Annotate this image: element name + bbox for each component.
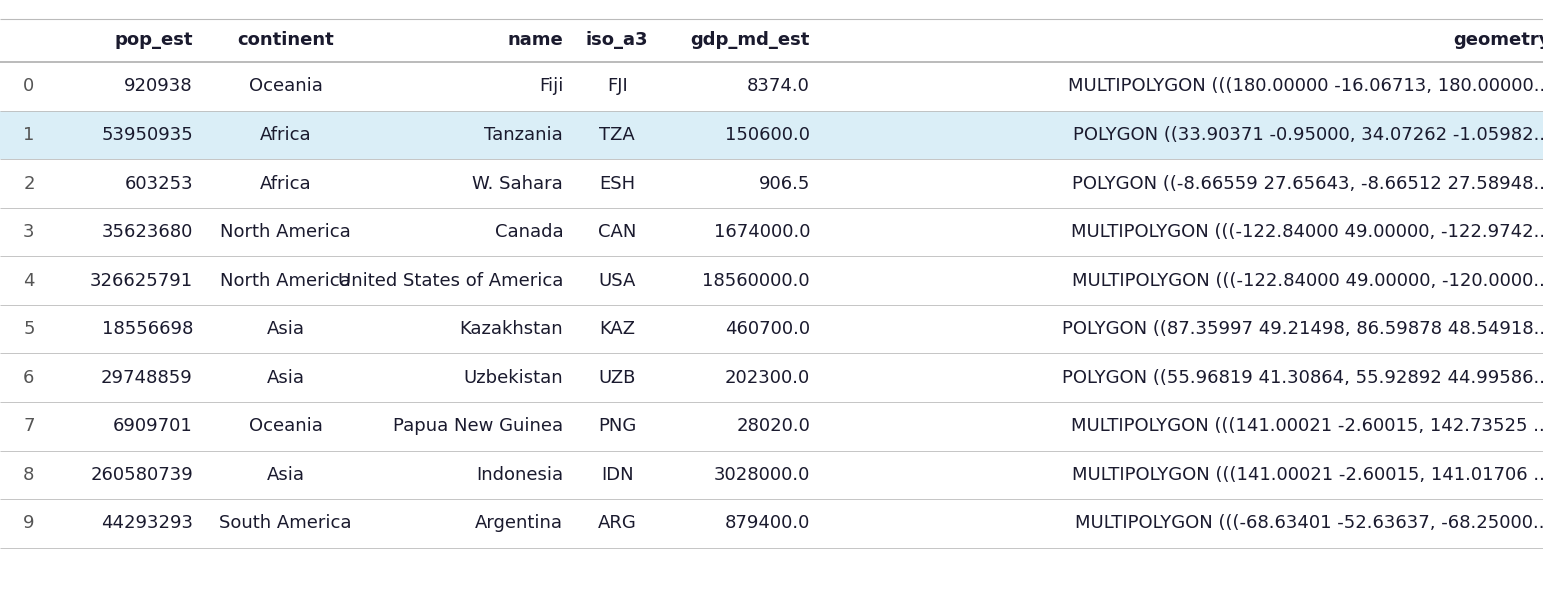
Text: ESH: ESH [599,175,636,192]
Bar [0,402,1543,451]
Text: 4: 4 [23,272,34,289]
Text: North America: North America [221,272,350,289]
Text: 460700.0: 460700.0 [725,320,810,338]
Text: Argentina: Argentina [475,514,563,532]
Text: 3028000.0: 3028000.0 [714,466,810,484]
Text: IDN: IDN [600,466,634,484]
Bar [0,159,1543,208]
Text: 9: 9 [23,514,34,532]
Bar [0,256,1543,305]
Text: 18556698: 18556698 [102,320,193,338]
Text: 18560000.0: 18560000.0 [702,272,810,289]
Bar [0,353,1543,402]
Text: Tanzania: Tanzania [485,126,563,144]
Bar [0,208,1543,256]
Text: 1: 1 [23,126,34,144]
Text: MULTIPOLYGON (((-122.84000 49.00000, -122.9742...: MULTIPOLYGON (((-122.84000 49.00000, -12… [1071,223,1543,241]
Text: KAZ: KAZ [599,320,636,338]
Text: 3: 3 [23,223,34,241]
Text: POLYGON ((-8.66559 27.65643, -8.66512 27.58948...: POLYGON ((-8.66559 27.65643, -8.66512 27… [1072,175,1543,192]
Text: Africa: Africa [259,175,312,192]
Text: 35623680: 35623680 [102,223,193,241]
Text: Kazakhstan: Kazakhstan [460,320,563,338]
Text: POLYGON ((87.35997 49.21498, 86.59878 48.54918...: POLYGON ((87.35997 49.21498, 86.59878 48… [1062,320,1543,338]
Text: 8374.0: 8374.0 [747,78,810,95]
Text: 6: 6 [23,369,34,387]
Bar [0,451,1543,499]
Text: 7: 7 [23,417,34,435]
Text: W. Sahara: W. Sahara [472,175,563,192]
Text: Oceania: Oceania [248,78,322,95]
Text: 5: 5 [23,320,34,338]
Bar [0,111,1543,159]
Text: name: name [508,31,563,49]
Text: CAN: CAN [599,223,636,241]
Text: Asia: Asia [267,466,304,484]
Text: 8: 8 [23,466,34,484]
Text: 28020.0: 28020.0 [736,417,810,435]
Text: Uzbekistan: Uzbekistan [463,369,563,387]
Text: iso_a3: iso_a3 [586,31,648,49]
Text: 0: 0 [23,78,34,95]
Text: ARG: ARG [597,514,637,532]
Text: continent: continent [238,31,333,49]
Text: Africa: Africa [259,126,312,144]
Text: pop_est: pop_est [114,31,193,49]
Text: MULTIPOLYGON (((-68.63401 -52.63637, -68.25000...: MULTIPOLYGON (((-68.63401 -52.63637, -68… [1075,514,1543,532]
Text: 29748859: 29748859 [102,369,193,387]
Text: MULTIPOLYGON (((141.00021 -2.60015, 142.73525 ...: MULTIPOLYGON (((141.00021 -2.60015, 142.… [1071,417,1543,435]
Text: 906.5: 906.5 [759,175,810,192]
Text: 53950935: 53950935 [102,126,193,144]
Text: Asia: Asia [267,369,304,387]
Text: 6909701: 6909701 [113,417,193,435]
Bar [0,18,1543,62]
Text: 1674000.0: 1674000.0 [713,223,810,241]
Text: Fiji: Fiji [539,78,563,95]
Text: 2: 2 [23,175,34,192]
Text: TZA: TZA [599,126,636,144]
Text: 920938: 920938 [125,78,193,95]
Text: 603253: 603253 [125,175,193,192]
Text: 202300.0: 202300.0 [725,369,810,387]
Text: 260580739: 260580739 [89,466,193,484]
Text: MULTIPOLYGON (((141.00021 -2.60015, 141.01706 ...: MULTIPOLYGON (((141.00021 -2.60015, 141.… [1072,466,1543,484]
Text: FJI: FJI [606,78,628,95]
Text: United States of America: United States of America [338,272,563,289]
Text: Canada: Canada [495,223,563,241]
Bar [0,305,1543,353]
Text: 879400.0: 879400.0 [725,514,810,532]
Text: 150600.0: 150600.0 [725,126,810,144]
Text: POLYGON ((33.90371 -0.95000, 34.07262 -1.05982...: POLYGON ((33.90371 -0.95000, 34.07262 -1… [1072,126,1543,144]
Bar [0,499,1543,548]
Text: North America: North America [221,223,350,241]
Text: 44293293: 44293293 [100,514,193,532]
Text: geometry: geometry [1454,31,1543,49]
Text: MULTIPOLYGON (((180.00000 -16.06713, 180.00000...: MULTIPOLYGON (((180.00000 -16.06713, 180… [1068,78,1543,95]
Text: Indonesia: Indonesia [477,466,563,484]
Text: USA: USA [599,272,636,289]
Text: UZB: UZB [599,369,636,387]
Text: Oceania: Oceania [248,417,322,435]
Text: 326625791: 326625791 [89,272,193,289]
Text: Papua New Guinea: Papua New Guinea [393,417,563,435]
Text: South America: South America [219,514,352,532]
Text: MULTIPOLYGON (((-122.84000 49.00000, -120.0000...: MULTIPOLYGON (((-122.84000 49.00000, -12… [1072,272,1543,289]
Text: PNG: PNG [599,417,636,435]
Text: gdp_md_est: gdp_md_est [691,31,810,49]
Text: POLYGON ((55.96819 41.30864, 55.92892 44.99586...: POLYGON ((55.96819 41.30864, 55.92892 44… [1062,369,1543,387]
Bar [0,62,1543,111]
Text: Asia: Asia [267,320,304,338]
